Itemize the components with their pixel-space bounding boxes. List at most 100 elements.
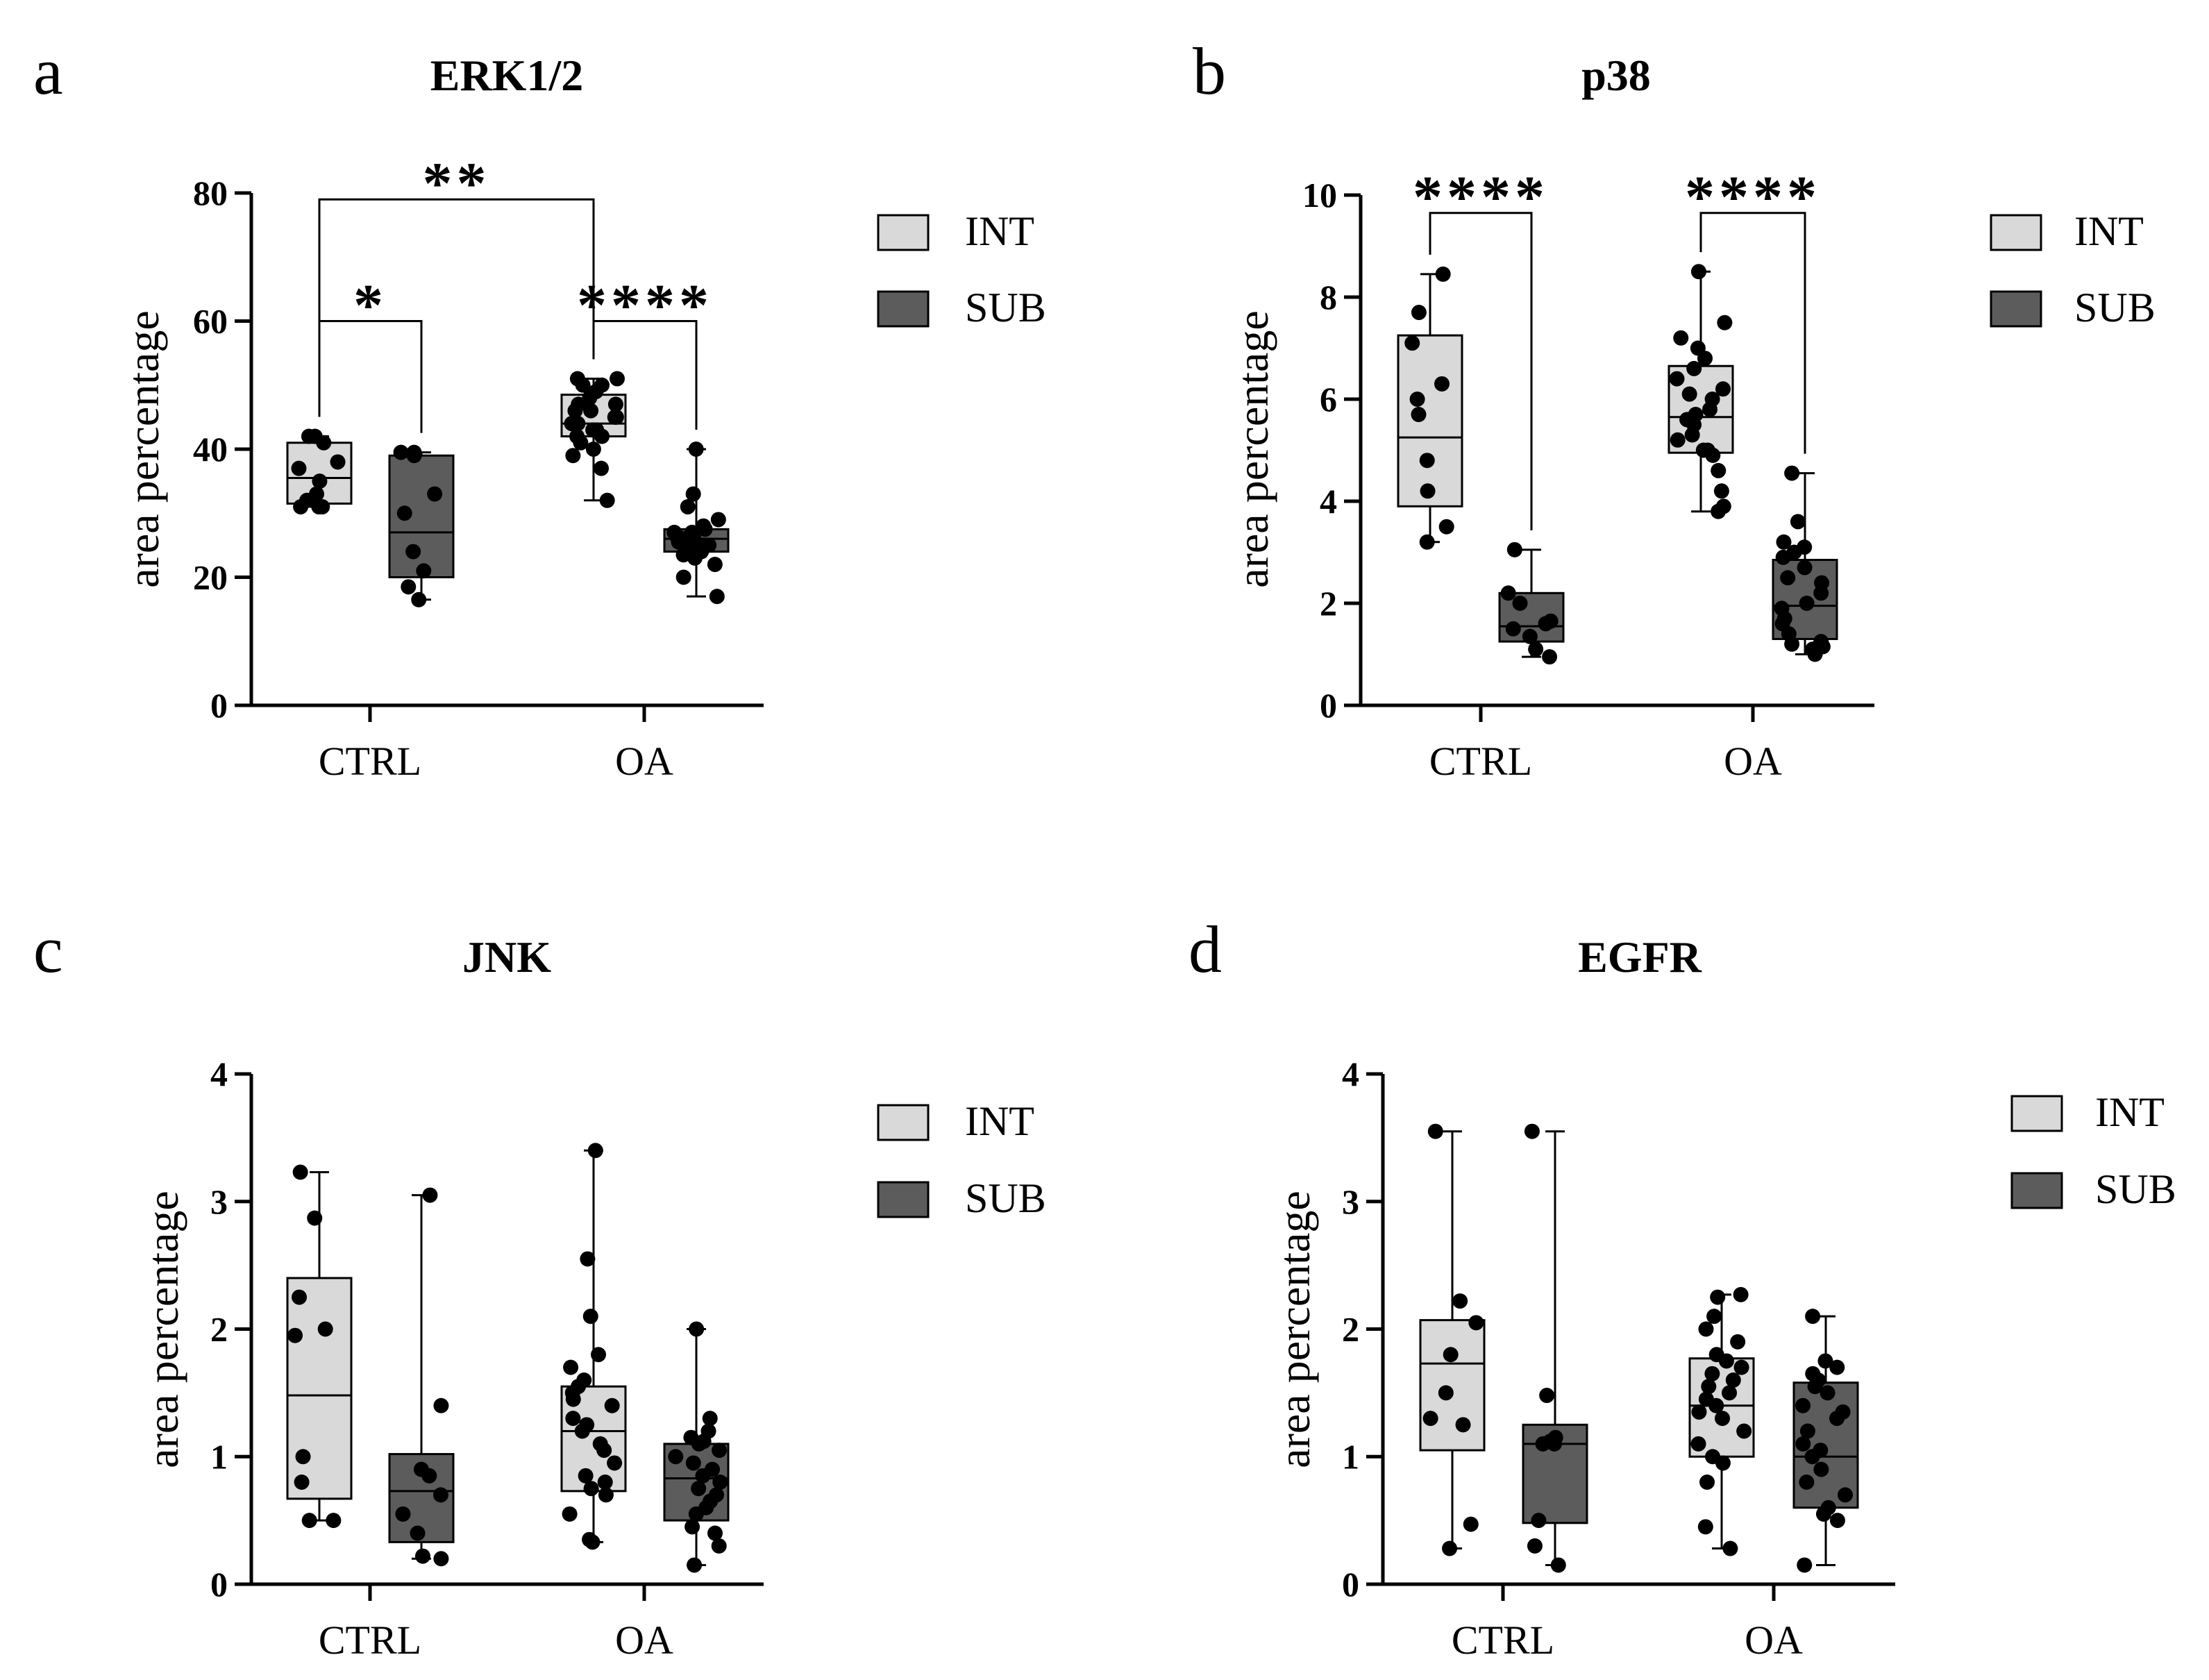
legend-label-sub: SUB [965, 1175, 1046, 1221]
data-point [587, 1143, 603, 1159]
x-tick-label: OA [1745, 1618, 1803, 1663]
data-point [1468, 1315, 1484, 1331]
chart-title: ERK1/2 [430, 51, 583, 100]
chart-title: p38 [1581, 51, 1651, 100]
data-point [1690, 340, 1706, 356]
data-point [569, 371, 585, 387]
y-tick-label: 2 [1342, 1310, 1359, 1349]
data-point [1733, 1359, 1749, 1375]
data-point [1730, 1334, 1746, 1350]
data-point [1797, 1557, 1813, 1573]
data-point [685, 1455, 701, 1471]
legend-swatch-sub [2010, 1172, 2063, 1209]
data-point [433, 1397, 449, 1413]
data-point [1434, 376, 1450, 392]
data-point [1452, 1293, 1468, 1309]
data-point [1795, 1436, 1811, 1452]
data-point [294, 1475, 310, 1490]
data-point [1715, 1411, 1731, 1427]
x-tick-label: OA [615, 739, 673, 784]
data-point [1708, 1347, 1724, 1363]
data-point [1776, 534, 1792, 550]
box-oa-int [1688, 1286, 1755, 1556]
x-tick-label: CTRL [1429, 739, 1532, 784]
data-point [702, 1411, 718, 1427]
data-point [580, 1251, 596, 1267]
significance-stars: * [353, 272, 387, 339]
data-point [707, 1525, 723, 1541]
data-point [295, 1449, 311, 1465]
data-point [1814, 575, 1830, 591]
data-point [1725, 1372, 1741, 1388]
x-tick-label: CTRL [1452, 1618, 1554, 1663]
data-point [1690, 1436, 1706, 1452]
data-point [1797, 560, 1813, 576]
data-point [1539, 1388, 1555, 1404]
box-ctrl-sub [1522, 1123, 1588, 1573]
data-point [565, 448, 581, 464]
data-point [562, 1506, 578, 1522]
data-point [1527, 1538, 1543, 1554]
data-point [683, 1429, 699, 1445]
x-tick-label: OA [615, 1618, 673, 1663]
box-oa-int [1668, 264, 1734, 519]
y-tick-label: 1 [210, 1437, 228, 1476]
data-point [1438, 1385, 1454, 1401]
data-point [1411, 305, 1427, 321]
x-tick-label: CTRL [319, 1618, 421, 1663]
data-point [433, 1551, 449, 1567]
data-point [1711, 462, 1727, 478]
legend: INT SUB [1990, 208, 2156, 330]
bracket-line [318, 198, 595, 417]
data-point [301, 1513, 317, 1529]
data-point [307, 1210, 323, 1226]
data-point [410, 1525, 426, 1541]
box-ctrl-sub [388, 1187, 455, 1567]
legend-swatch-sub [877, 290, 930, 328]
data-point [405, 544, 421, 560]
data-point [422, 1187, 438, 1203]
data-point [1715, 498, 1731, 514]
data-point [1506, 541, 1522, 557]
data-point [1838, 1487, 1854, 1503]
legend-label-sub: SUB [2074, 285, 2156, 330]
y-tick-label: 2 [1320, 584, 1337, 623]
box-oa-sub [663, 442, 730, 605]
data-point [1690, 264, 1706, 280]
bracket-line [592, 320, 698, 430]
data-point [1713, 483, 1729, 499]
legend-label-sub: SUB [2095, 1166, 2176, 1212]
panel-d: d EGFR area percentage 0 1 2 3 4 CTRL OA INT SUB [1189, 912, 2176, 1663]
data-point [309, 486, 325, 502]
data-point [599, 492, 615, 508]
data-point [1688, 407, 1704, 423]
significance-bracket: ** [318, 150, 595, 417]
data-point [1715, 381, 1731, 397]
data-point [607, 396, 623, 412]
data-point [1542, 649, 1558, 665]
data-point [1722, 1540, 1738, 1556]
data-point [709, 589, 725, 605]
panel-letter: d [1189, 912, 1222, 986]
data-point [1799, 596, 1815, 611]
legend-label-int: INT [2095, 1089, 2165, 1135]
data-point [688, 442, 704, 457]
data-point [1733, 1286, 1749, 1302]
data-point [609, 371, 625, 387]
data-point [1704, 1366, 1720, 1381]
data-point [666, 524, 682, 540]
legend-label-sub: SUB [965, 285, 1046, 330]
data-point [712, 1475, 728, 1490]
data-point [607, 1455, 623, 1471]
data-point [1500, 585, 1516, 601]
data-point [684, 524, 700, 540]
y-tick-label: 10 [1302, 176, 1337, 215]
x-tick-label: OA [1724, 739, 1782, 784]
data-point [1524, 1123, 1540, 1139]
data-point [565, 1411, 581, 1427]
data-point [314, 499, 330, 515]
y-tick-label: 8 [1320, 278, 1337, 317]
data-point [712, 1443, 728, 1459]
data-point [578, 1468, 594, 1484]
